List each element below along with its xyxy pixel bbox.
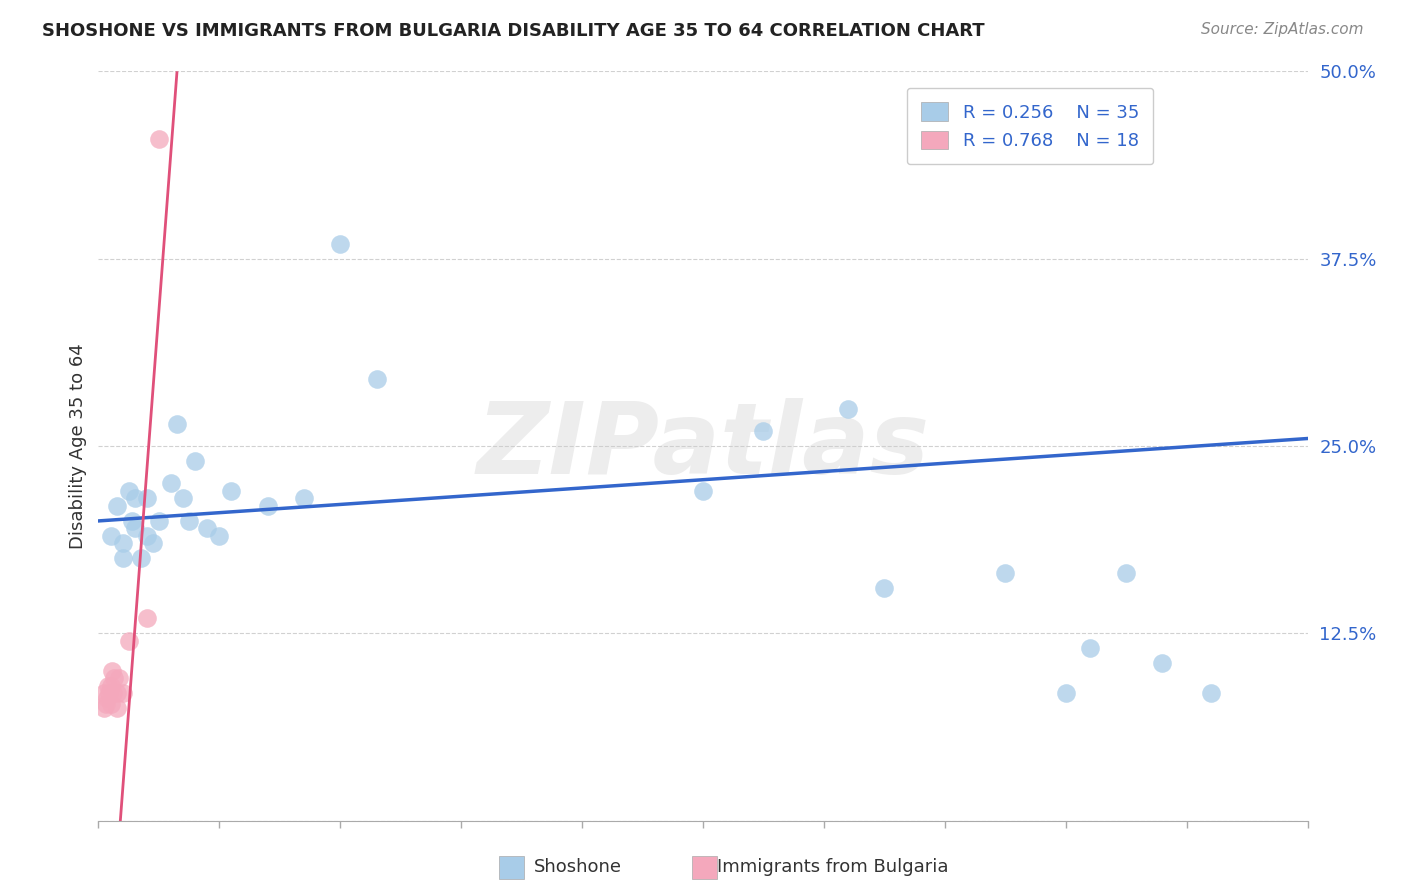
Point [1199, 686, 1222, 700]
Point [124, 521, 146, 535]
Point [111, 551, 134, 566]
Point [1152, 657, 1174, 671]
Point [118, 633, 141, 648]
Point [148, 514, 170, 528]
Point [366, 371, 388, 385]
Point [160, 476, 183, 491]
Point [111, 686, 134, 700]
Point [292, 491, 315, 506]
Point [100, 529, 122, 543]
Point [105, 499, 128, 513]
Point [135, 611, 157, 625]
Point [1054, 686, 1077, 700]
Point [96, 690, 118, 705]
Y-axis label: Disability Age 35 to 64: Disability Age 35 to 64 [69, 343, 87, 549]
Point [142, 536, 165, 550]
Point [93, 701, 115, 715]
Point [100, 679, 122, 693]
Point [148, 132, 170, 146]
Point [329, 236, 352, 251]
Text: ZIPatlas: ZIPatlas [477, 398, 929, 494]
Point [100, 697, 122, 711]
Point [692, 483, 714, 498]
Point [172, 491, 194, 506]
Point [98, 686, 121, 700]
Point [994, 566, 1017, 581]
Point [103, 671, 125, 685]
Point [121, 514, 143, 528]
Text: Immigrants from Bulgaria: Immigrants from Bulgaria [717, 858, 949, 876]
Point [837, 401, 859, 416]
Point [135, 529, 157, 543]
Point [111, 536, 134, 550]
Point [97, 679, 120, 693]
Point [100, 664, 122, 678]
Point [256, 499, 278, 513]
Point [873, 582, 896, 596]
Point [179, 514, 201, 528]
Point [752, 424, 775, 438]
Point [166, 417, 188, 431]
Point [105, 701, 128, 715]
Point [101, 686, 124, 700]
Text: SHOSHONE VS IMMIGRANTS FROM BULGARIA DISABILITY AGE 35 TO 64 CORRELATION CHART: SHOSHONE VS IMMIGRANTS FROM BULGARIA DIS… [42, 22, 984, 40]
Point [118, 483, 141, 498]
Point [1078, 641, 1101, 656]
Point [93, 686, 115, 700]
Point [108, 671, 131, 685]
Text: Source: ZipAtlas.com: Source: ZipAtlas.com [1201, 22, 1364, 37]
Point [1115, 566, 1137, 581]
Point [124, 491, 146, 506]
Point [221, 483, 243, 498]
Point [105, 686, 128, 700]
Legend: R = 0.256    N = 35, R = 0.768    N = 18: R = 0.256 N = 35, R = 0.768 N = 18 [907, 88, 1153, 164]
Point [94, 697, 117, 711]
Text: Shoshone: Shoshone [534, 858, 623, 876]
Point [208, 529, 231, 543]
Point [184, 454, 207, 468]
Point [135, 491, 157, 506]
Point [195, 521, 218, 535]
Point [129, 551, 152, 566]
